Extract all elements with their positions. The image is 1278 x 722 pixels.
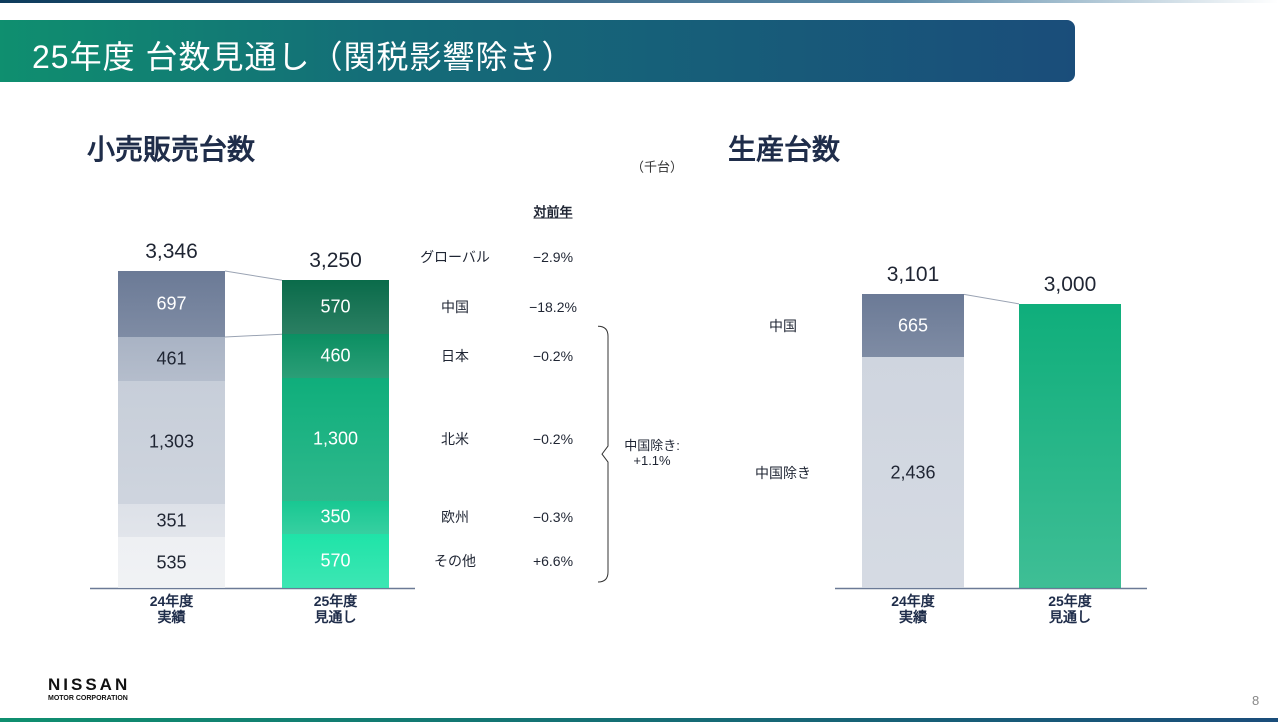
x-tick-label: 25年度 見通し xyxy=(1048,592,1092,625)
series-label: 中国除き xyxy=(755,464,811,481)
bar-segment xyxy=(862,357,964,588)
connector xyxy=(224,270,283,281)
chart-title: 生産台数 xyxy=(728,134,841,165)
top-rule xyxy=(0,0,1278,3)
bar-segment xyxy=(118,380,225,505)
chart-title: 小売販売台数 xyxy=(87,134,256,165)
logo: NISSAN xyxy=(48,675,131,694)
slide-title: 25年度 台数見通し（関税影響除き） xyxy=(32,39,575,75)
row-label: 日本 xyxy=(441,347,469,364)
yoy-value: −0.2% xyxy=(532,347,574,364)
row-label: グローバル xyxy=(420,248,490,265)
value-label: 350 xyxy=(320,507,351,528)
total-label: 3,101 xyxy=(886,263,940,287)
value-label: 1,300 xyxy=(312,428,359,449)
yoy-value: −0.2% xyxy=(532,431,574,448)
bar-segment xyxy=(118,504,225,538)
connector xyxy=(963,293,1020,305)
bar-segment xyxy=(282,334,389,378)
value-label: 461 xyxy=(156,348,187,369)
value-label: 2,436 xyxy=(890,462,936,483)
x-tick-label: 24年度 実績 xyxy=(149,592,194,625)
bar-segment xyxy=(282,500,389,535)
bar-segment xyxy=(282,377,389,501)
yoy-value: −0.3% xyxy=(532,509,574,526)
value-label: 570 xyxy=(320,296,351,317)
x-tick-label: 24年度 実績 xyxy=(891,592,935,625)
bar-segment xyxy=(118,271,225,338)
yoy-value: +6.6% xyxy=(532,552,574,569)
connector xyxy=(224,333,283,338)
bar-segment xyxy=(282,534,389,588)
logo-sub: MOTOR CORPORATION xyxy=(48,695,128,702)
value-label: 535 xyxy=(156,552,187,573)
row-label: 欧州 xyxy=(441,509,469,526)
total-label: 3,000 xyxy=(1043,272,1097,296)
bar-segment xyxy=(118,537,225,588)
row-label: その他 xyxy=(434,552,476,569)
annotation: 中国除き: +1.1% xyxy=(624,438,680,469)
table-header: 対前年 xyxy=(533,204,573,220)
value-label: 351 xyxy=(156,510,187,531)
bar-segment xyxy=(118,337,225,381)
page-number: 8 xyxy=(1252,693,1260,708)
bar-segment xyxy=(862,294,964,358)
yoy-value: −2.9% xyxy=(532,248,574,265)
series-label: 中国 xyxy=(769,317,797,334)
value-label: 1,303 xyxy=(148,432,195,453)
bar xyxy=(1019,303,1121,588)
row-label: 中国 xyxy=(441,299,469,316)
value-label: 665 xyxy=(897,315,929,336)
row-label: 北米 xyxy=(441,431,469,448)
value-label: 697 xyxy=(156,293,187,314)
bottom-rule xyxy=(0,718,1278,722)
title-banner xyxy=(0,20,1075,82)
total-label: 3,346 xyxy=(145,239,198,263)
x-tick-label: 25年度 見通し xyxy=(313,592,358,625)
value-label: 460 xyxy=(320,345,351,366)
total-label: 3,250 xyxy=(309,249,362,273)
value-label: 570 xyxy=(320,550,351,571)
bracket xyxy=(597,325,609,583)
bar-segment xyxy=(282,280,389,335)
yoy-value: −18.2% xyxy=(529,299,577,316)
unit-label: （千台） xyxy=(630,159,684,175)
